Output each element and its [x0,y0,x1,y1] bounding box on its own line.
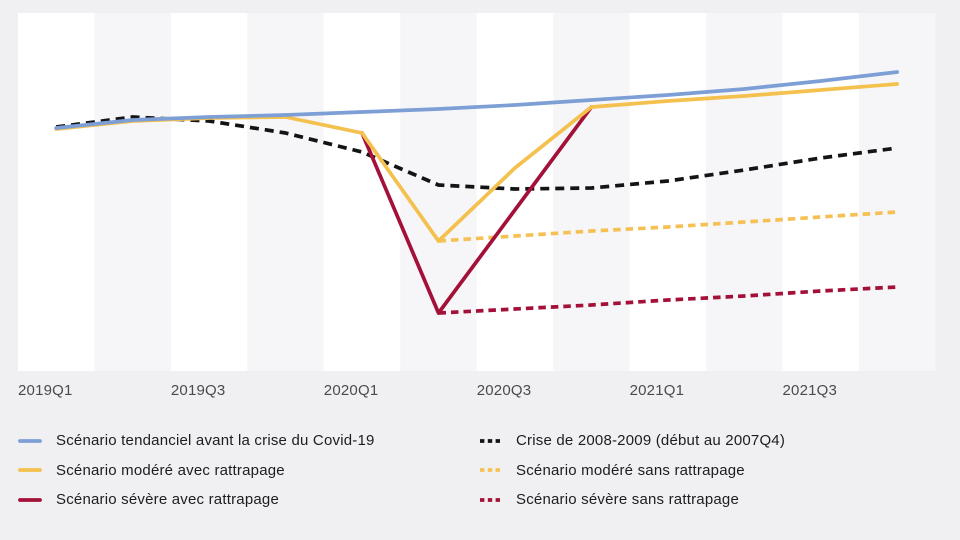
quarter-band [170,13,248,371]
legend-item-moderate_catchup: Scénario modéré avec rattrapage [18,456,375,486]
x-axis-label: 2021Q1 [630,382,685,399]
quarter-band [18,13,95,371]
legend-swatch-dashed-line [480,468,500,473]
series-line-severe_catchup [360,105,594,315]
legend-swatch-solid-line [18,468,42,473]
series-line-trend [54,70,900,130]
legend-column-left: Scénario tendanciel avant la crise du Co… [18,426,375,515]
legend-label: Scénario sévère avec rattrapage [56,491,279,509]
legend-swatch-solid-line [18,497,42,502]
legend-label: Scénario tendanciel avant la crise du Co… [56,432,375,450]
x-axis-label: 2020Q1 [324,382,379,399]
quarter-band [782,13,859,371]
x-axis-label: 2019Q1 [18,382,73,399]
legend-item-trend: Scénario tendanciel avant la crise du Co… [18,426,375,456]
legend-label: Scénario modéré avec rattrapage [56,461,285,479]
legend-swatch-solid-line [18,438,42,443]
legend-swatch-dashed-line [480,438,500,443]
plot-area: 2019Q1 2019Q3 2020Q1 2020Q3 2021Q1 2021Q3 [18,13,900,399]
legend-item-moderate_no_catchup: Scénario modéré sans rattrapage [478,456,785,486]
legend-item-severe_catchup: Scénario sévère avec rattrapage [18,485,375,515]
chart-legend: Scénario tendanciel avant la crise du Co… [0,426,960,526]
series-line-moderate_no_catchup [438,210,898,243]
legend-column-right: Crise de 2008-2009 (début au 2007Q4) Scén… [478,426,785,515]
quarter-band [629,13,707,371]
legend-label: Scénario sévère sans rattrapage [516,491,739,509]
legend-item-crisis_2008: Crise de 2008-2009 (début au 2007Q4) [478,426,785,456]
legend-label: Scénario modéré sans rattrapage [516,461,745,479]
x-axis-label: 2020Q3 [477,382,532,399]
x-axis-label: 2019Q3 [171,382,226,399]
legend-swatch-dashed-line [480,497,500,502]
legend-item-severe_no_catchup: Scénario sévère sans rattrapage [478,485,785,515]
x-axis-label: 2021Q3 [783,382,838,399]
legend-label: Crise de 2008-2009 (début au 2007Q4) [516,432,786,450]
series-line-severe_no_catchup [438,285,898,315]
